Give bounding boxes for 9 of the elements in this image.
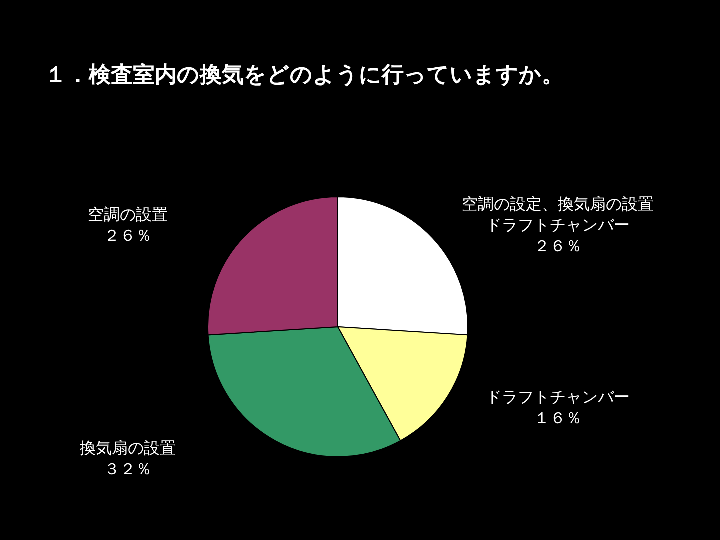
slice-label: 空調の設置 <box>88 205 168 224</box>
slice-label: 空調の設定、換気扇の設置ドラフトチャンバー <box>462 194 654 235</box>
data-label: ３２％ <box>104 460 152 479</box>
chart-title: １．検査室内の換気をどのように行っていますか。 <box>45 62 564 88</box>
data-label: １６％ <box>534 408 582 428</box>
slice-label: ドラフトチャンバー <box>486 388 630 407</box>
slice-label: 換気扇の設置 <box>80 438 176 458</box>
data-label: ２６％ <box>104 226 152 246</box>
data-label: ２６％ <box>534 236 582 256</box>
